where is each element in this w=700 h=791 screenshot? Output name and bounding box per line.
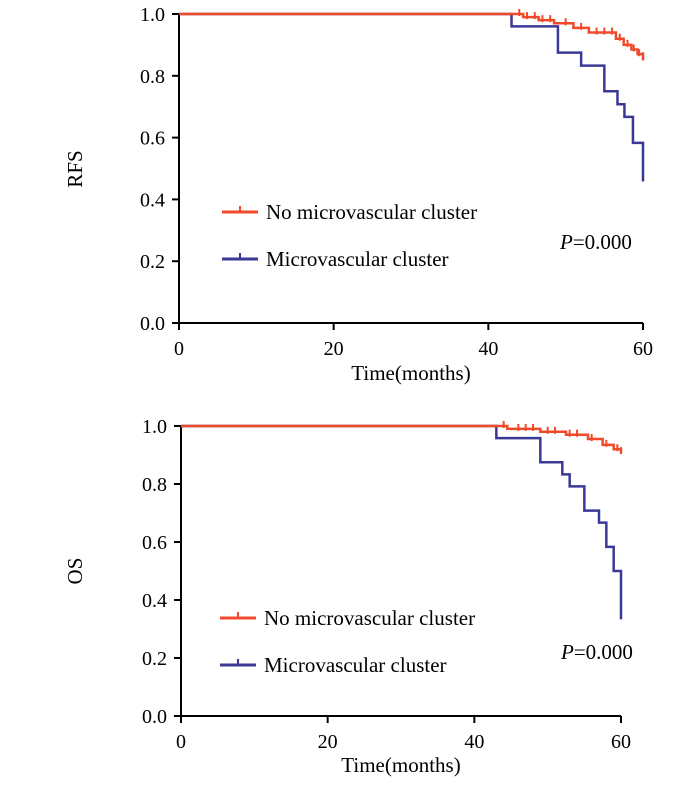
km-curve-no-microvascular-cluster — [179, 12, 645, 61]
y-tick-label: 0.0 — [140, 313, 165, 335]
y-tick-label: 0.8 — [140, 66, 165, 88]
x-tick-label: 40 — [464, 731, 484, 753]
p-value-symbol: P — [559, 230, 573, 254]
y-tick-label: 0.0 — [142, 706, 167, 728]
x-tick-label: 0 — [174, 338, 184, 360]
p-value-number: =0.000 — [573, 230, 632, 254]
x-tick-label: 20 — [318, 731, 338, 753]
x-tick-label: 40 — [478, 338, 498, 360]
rfs-panel: 0.0 0.2 0.4 0.6 0.8 1.0 0 20 40 60 Time(months) RFS… — [63, 4, 653, 385]
y-tick-label: 0.4 — [142, 590, 167, 612]
p-value-annotation: P=0.000 — [560, 640, 633, 664]
y-axis-title: RFS — [63, 150, 87, 187]
os-panel: 0.0 0.2 0.4 0.6 0.8 1.0 0 20 40 60 Time(months) OS N… — [63, 416, 633, 777]
y-tick-label: 0.6 — [140, 128, 165, 150]
legend-label: No microvascular cluster — [266, 200, 477, 224]
km-curve-microvascular-cluster — [179, 12, 645, 182]
x-tick-label: 20 — [324, 338, 344, 360]
p-value-number: =0.000 — [574, 640, 633, 664]
km-curve-microvascular-cluster — [181, 424, 623, 620]
y-tick-label: 0.2 — [142, 648, 167, 670]
p-value-annotation: P=0.000 — [559, 230, 632, 254]
y-tick-label: 0.8 — [142, 474, 167, 496]
x-axis-title: Time(months) — [341, 753, 460, 777]
y-tick-label: 0.6 — [142, 532, 167, 554]
legend-label: No microvascular cluster — [264, 606, 475, 630]
legend-label: Microvascular cluster — [264, 653, 447, 677]
x-axis-title: Time(months) — [351, 361, 470, 385]
y-tick-label: 1.0 — [140, 4, 165, 26]
y-axis-title: OS — [63, 558, 87, 585]
y-tick-label: 0.4 — [140, 189, 165, 211]
y-tick-label: 1.0 — [142, 416, 167, 438]
p-value-symbol: P — [560, 640, 574, 664]
y-tick-label: 0.2 — [140, 251, 165, 273]
x-tick-label: 60 — [611, 731, 631, 753]
legend-label: Microvascular cluster — [266, 247, 449, 271]
x-tick-label: 0 — [176, 731, 186, 753]
x-tick-label: 60 — [633, 338, 653, 360]
